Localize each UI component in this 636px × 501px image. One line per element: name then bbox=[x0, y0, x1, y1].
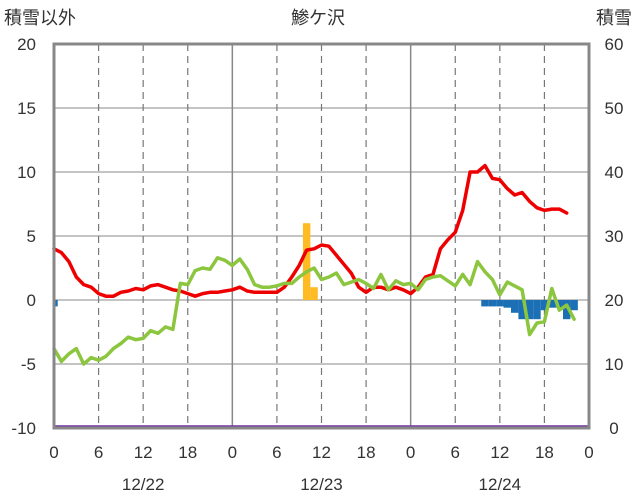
y-tick-label-left: 10 bbox=[17, 163, 36, 182]
bar bbox=[548, 300, 556, 308]
bar bbox=[496, 300, 504, 307]
x-tick-label: 6 bbox=[451, 443, 460, 462]
x-tick-label: 6 bbox=[272, 443, 281, 462]
bar bbox=[518, 300, 526, 320]
y-tick-label-left: 15 bbox=[17, 99, 36, 118]
bar bbox=[54, 300, 58, 307]
x-tick-label: 18 bbox=[357, 443, 376, 462]
bar bbox=[525, 300, 534, 320]
x-tick-label: 18 bbox=[178, 443, 197, 462]
date-label: 12/22 bbox=[122, 475, 165, 494]
series-line bbox=[52, 256, 576, 366]
chart-title: 鯵ケ沢 bbox=[291, 8, 345, 28]
x-tick-label: 12 bbox=[134, 443, 153, 462]
bar bbox=[533, 300, 541, 320]
date-label: 12/23 bbox=[300, 475, 343, 494]
y-tick-label-right: 30 bbox=[605, 227, 624, 246]
plot-frame bbox=[52, 42, 591, 430]
date-label: 12/24 bbox=[479, 475, 522, 494]
x-tick-label: 18 bbox=[535, 443, 554, 462]
x-tick-label: 12 bbox=[312, 443, 331, 462]
y-tick-label-right: 10 bbox=[605, 355, 624, 374]
series-line bbox=[52, 163, 569, 298]
bar bbox=[570, 300, 578, 311]
x-tick-label: 6 bbox=[94, 443, 103, 462]
bar bbox=[555, 300, 563, 308]
y-axis-label-left: 積雪以外 bbox=[4, 8, 76, 28]
y-tick-label-right: 40 bbox=[605, 163, 624, 182]
y-tick-label-right: 20 bbox=[605, 291, 624, 310]
y-tick-label-left: 5 bbox=[27, 227, 36, 246]
bar bbox=[310, 287, 318, 300]
bar bbox=[510, 300, 519, 313]
x-tick-label: 0 bbox=[584, 443, 593, 462]
x-tick-label: 12 bbox=[490, 443, 509, 462]
bar bbox=[562, 300, 571, 320]
bar bbox=[540, 300, 549, 311]
bar bbox=[481, 300, 489, 307]
y-tick-label-right: 0 bbox=[609, 419, 618, 438]
bar bbox=[488, 300, 497, 307]
y-tick-label-right: 50 bbox=[605, 99, 624, 118]
y-tick-label-left: -10 bbox=[11, 419, 36, 438]
x-tick-label: 0 bbox=[49, 443, 58, 462]
grid bbox=[54, 44, 589, 428]
y-tick-label-left: -5 bbox=[21, 355, 36, 374]
bar-series bbox=[54, 223, 578, 320]
y-tick-label-right: 60 bbox=[605, 35, 624, 54]
bar bbox=[503, 300, 511, 308]
x-tick-label: 0 bbox=[406, 443, 415, 462]
bar bbox=[302, 223, 311, 300]
y-tick-label-left: 0 bbox=[27, 291, 36, 310]
x-tick-label: 0 bbox=[228, 443, 237, 462]
y-axis-label-right: 積雪 bbox=[596, 8, 632, 28]
y-tick-label-left: 20 bbox=[17, 35, 36, 54]
